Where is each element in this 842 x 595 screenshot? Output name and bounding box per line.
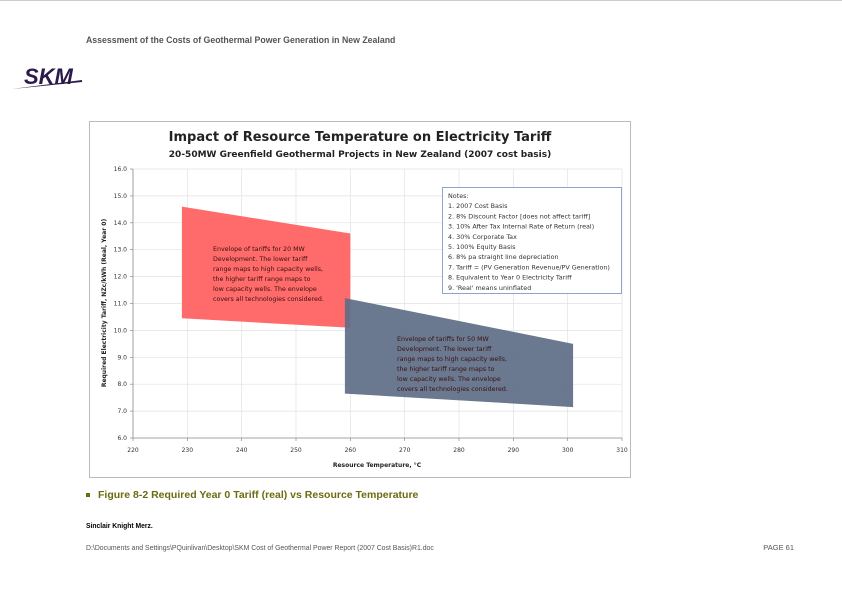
y-tick-label: 13.0 xyxy=(114,247,128,254)
y-tick-label: 15.0 xyxy=(114,193,128,200)
envelope-20mw xyxy=(181,206,351,328)
y-tick-label: 16.0 xyxy=(114,166,128,173)
y-tick-label: 7.0 xyxy=(117,408,127,415)
page-number: PAGE 61 xyxy=(763,543,794,552)
y-tick-label: 11.0 xyxy=(114,301,128,308)
document-header: Assessment of the Costs of Geothermal Po… xyxy=(86,35,396,46)
note-line: 1. 2007 Cost Basis xyxy=(448,202,508,210)
x-tick-label: 310 xyxy=(616,447,628,454)
x-tick-label: 270 xyxy=(399,447,411,454)
envelope-annotation-line: Envelope of tariffs for 20 MW xyxy=(213,246,306,253)
chart-title: Impact of Resource Temperature on Electr… xyxy=(169,130,552,145)
x-tick-label: 220 xyxy=(127,447,139,454)
x-tick-label: 230 xyxy=(182,447,194,454)
file-path: D:\Documents and Settings\PQuinlivan\Des… xyxy=(86,543,434,552)
y-tick-label: 6.0 xyxy=(117,435,127,442)
x-tick-label: 290 xyxy=(508,447,520,454)
envelope-annotation-line: covers all technologies considered. xyxy=(397,386,508,393)
envelope-annotation-line: low capacity wells. The envelope xyxy=(397,376,501,383)
figure-caption: Figure 8-2 Required Year 0 Tariff (real)… xyxy=(86,489,418,501)
x-tick-label: 250 xyxy=(290,447,302,454)
y-tick-label: 9.0 xyxy=(117,354,127,361)
envelope-annotation-line: low capacity wells. The envelope xyxy=(213,286,317,293)
envelope-annotation-line: Development. The lower tariff xyxy=(213,256,308,263)
note-line: 6. 8% pa straight line depreciation xyxy=(448,253,559,261)
envelope-annotation-line: Envelope of tariffs for 50 MW xyxy=(397,336,490,343)
note-line: Notes: xyxy=(448,192,469,200)
chart-frame xyxy=(89,121,631,478)
x-tick-label: 300 xyxy=(562,447,574,454)
y-tick-label: 14.0 xyxy=(114,220,128,227)
company-name: Sinclair Knight Merz. xyxy=(86,521,153,530)
note-line: 4. 30% Corporate Tax xyxy=(448,233,517,241)
envelope-annotation-line: range maps to high capacity wells, xyxy=(213,266,323,273)
note-line: 3. 10% After Tax Internal Rate of Return… xyxy=(448,223,594,231)
caption-text: Figure 8-2 Required Year 0 Tariff (real)… xyxy=(98,489,419,501)
x-tick-label: 260 xyxy=(345,447,357,454)
note-line: 7. Tariff = (PV Generation Revenue/PV Ge… xyxy=(448,263,610,271)
note-line: 2. 8% Discount Factor [does not affect t… xyxy=(448,212,590,220)
notes-box xyxy=(442,187,622,294)
envelope-50mw xyxy=(344,298,574,408)
x-tick-label: 240 xyxy=(236,447,248,454)
y-tick-label: 8.0 xyxy=(117,381,127,388)
envelope-annotation-line: the higher tariff range maps to xyxy=(213,276,311,283)
y-tick-label: 10.0 xyxy=(114,327,128,334)
note-line: 9. 'Real' means uninflated xyxy=(448,284,531,292)
top-rule xyxy=(0,0,842,1)
envelope-annotation-line: covers all technologies considered. xyxy=(213,296,324,303)
note-line: 8. Equivalent to Year 0 Electricity Tari… xyxy=(448,274,572,282)
y-tick-label: 12.0 xyxy=(114,274,128,281)
skm-logo: SKM xyxy=(12,64,82,89)
envelope-annotation-line: range maps to high capacity wells, xyxy=(397,356,507,363)
bullet-icon xyxy=(86,493,90,498)
chart-subtitle: 20-50MW Greenfield Geothermal Projects i… xyxy=(169,150,551,160)
note-line: 5. 100% Equity Basis xyxy=(448,243,516,251)
envelope-annotation-line: the higher tariff range maps to xyxy=(397,366,495,373)
x-tick-label: 280 xyxy=(453,447,465,454)
envelope-annotation-line: Development. The lower tariff xyxy=(397,346,492,353)
x-axis-label: Resource Temperature, °C xyxy=(333,462,422,469)
y-axis-label: Required Electricity Tariff, NZc/kWh (Re… xyxy=(101,219,108,388)
